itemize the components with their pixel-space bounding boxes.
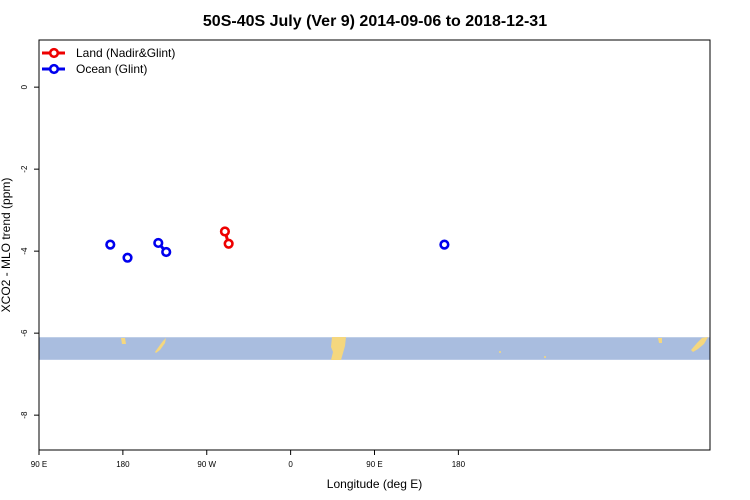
x-tick-label: 90 W	[197, 460, 216, 469]
y-tick-label: 0	[20, 84, 29, 89]
series-2	[105, 237, 450, 263]
y-tick-label: -6	[20, 329, 29, 337]
data-point	[219, 226, 231, 237]
y-tick-label: -2	[20, 165, 29, 173]
series-layer	[105, 226, 450, 263]
land-shape-4	[658, 338, 662, 343]
y-tick-label: -4	[20, 247, 29, 255]
island-dot-2	[544, 356, 546, 358]
y-axis-label: XCO2 - MLO trend (ppm)	[0, 178, 13, 313]
data-point	[105, 239, 116, 250]
land-shape-2	[155, 338, 166, 353]
data-point	[439, 239, 450, 250]
map-strip	[39, 337, 710, 360]
series-1	[219, 226, 234, 249]
land-shapes	[121, 337, 708, 360]
land-shape-1	[121, 338, 126, 344]
data-point	[153, 237, 164, 249]
x-tick-label: 180	[452, 460, 466, 469]
legend-label: Land (Nadir&Glint)	[76, 46, 175, 60]
chart-title: 50S-40S July (Ver 9) 2014-09-06 to 2018-…	[203, 13, 547, 30]
data-point	[223, 238, 234, 249]
x-tick-label: 180	[116, 460, 130, 469]
legend-marker	[48, 47, 60, 59]
x-tick-label: 0	[288, 460, 293, 469]
legend-marker	[48, 63, 60, 75]
y-axis: 0 -2 -4 -6 -8	[20, 84, 39, 419]
x-axis: 90 E 180 90 W 0 90 E 180	[31, 450, 466, 469]
data-point	[122, 252, 133, 263]
y-tick-label: -8	[20, 411, 29, 419]
island-dot-1	[499, 351, 501, 353]
land-shape-5	[691, 337, 708, 352]
plot-frame	[38, 39, 711, 451]
x-tick-label: 90 E	[366, 460, 382, 469]
legend-item-1: Land (Nadir&Glint)	[42, 46, 175, 60]
land-shape-3	[331, 337, 346, 360]
x-axis-label: Longitude (deg E)	[327, 477, 422, 491]
legend: Land (Nadir&Glint) Ocean (Glint)	[42, 46, 175, 76]
data-point	[161, 246, 172, 258]
legend-label: Ocean (Glint)	[76, 62, 147, 76]
legend-item-2: Ocean (Glint)	[42, 62, 147, 76]
ocean-band	[39, 337, 710, 360]
x-tick-label: 90 E	[31, 460, 47, 469]
